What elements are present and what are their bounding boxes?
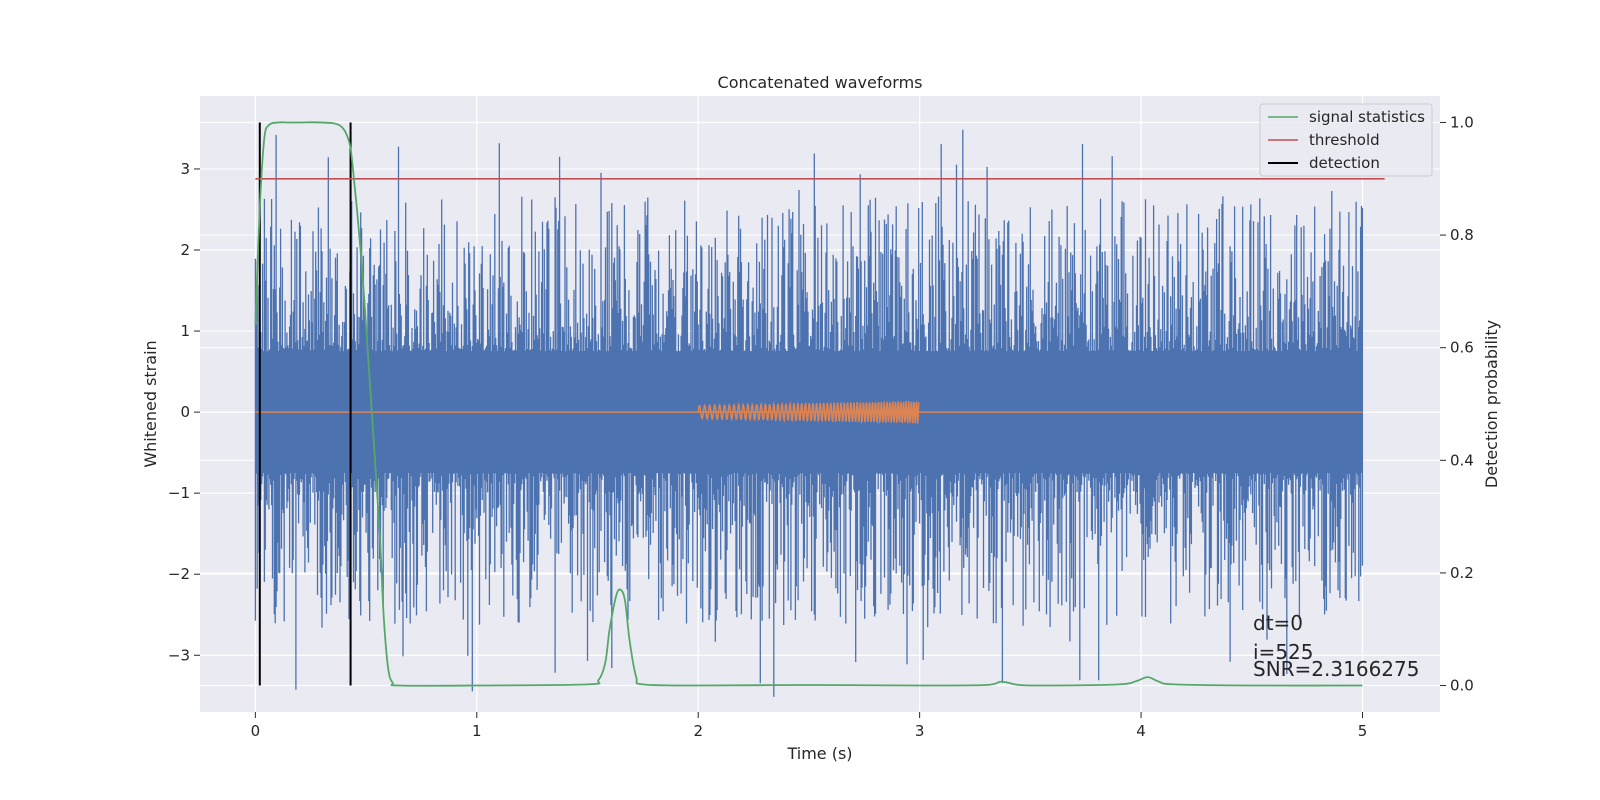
right-y-tick-label: 1.0 <box>1450 113 1474 131</box>
noise-trace <box>254 129 1364 697</box>
annotation-snr: SNR=2.3166275 <box>1253 657 1419 681</box>
x-tick-label: 2 <box>693 722 703 740</box>
legend-label-threshold: threshold <box>1309 131 1380 149</box>
left-y-tick-label: 1 <box>180 322 190 340</box>
left-y-tick-label: −1 <box>168 484 190 502</box>
x-tick-label: 5 <box>1358 722 1368 740</box>
injection-chirp <box>697 400 920 425</box>
signal-statistics-line <box>254 121 1363 687</box>
right-y-tick-label: 0.8 <box>1450 226 1474 244</box>
x-tick-label: 0 <box>251 722 261 740</box>
right-y-axis-label: Detection probability <box>1482 320 1501 488</box>
legend-label-signal-statistics: signal statistics <box>1309 108 1425 126</box>
right-y-tick-label: 0.6 <box>1450 339 1474 357</box>
chart-title: Concatenated waveforms <box>718 73 923 92</box>
right-y-axis-ticks: 0.0 0.2 0.4 0.6 0.8 1.0 <box>1440 113 1474 695</box>
x-tick-label: 3 <box>915 722 925 740</box>
x-tick-label: 4 <box>1136 722 1146 740</box>
injection-waveform-series <box>255 400 1363 425</box>
left-y-tick-label: −3 <box>168 646 190 664</box>
left-y-tick-label: 2 <box>180 241 190 259</box>
left-y-tick-label: −2 <box>168 565 190 583</box>
left-y-axis-ticks: −3 −2 −1 0 1 2 3 <box>168 160 200 664</box>
right-y-tick-label: 0.0 <box>1450 677 1474 695</box>
annotation-index: i=525 <box>1253 640 1314 664</box>
right-y-tick-label: 0.4 <box>1450 451 1474 469</box>
left-y-tick-label: 0 <box>180 403 190 421</box>
x-tick-label: 1 <box>472 722 482 740</box>
legend: signal statistics threshold detection <box>1259 103 1433 177</box>
legend-label-detection: detection <box>1309 154 1380 172</box>
signal-statistics-series <box>254 121 1363 687</box>
left-y-axis-label: Whitened strain <box>141 340 160 467</box>
left-y-tick-label: 3 <box>180 160 190 178</box>
annotation-dt: dt=0 <box>1253 611 1303 635</box>
x-axis-ticks: 0 1 2 3 4 5 <box>251 712 1368 740</box>
legend-frame <box>1259 103 1433 177</box>
x-axis-label: Time (s) <box>786 744 852 763</box>
right-y-tick-label: 0.2 <box>1450 564 1474 582</box>
